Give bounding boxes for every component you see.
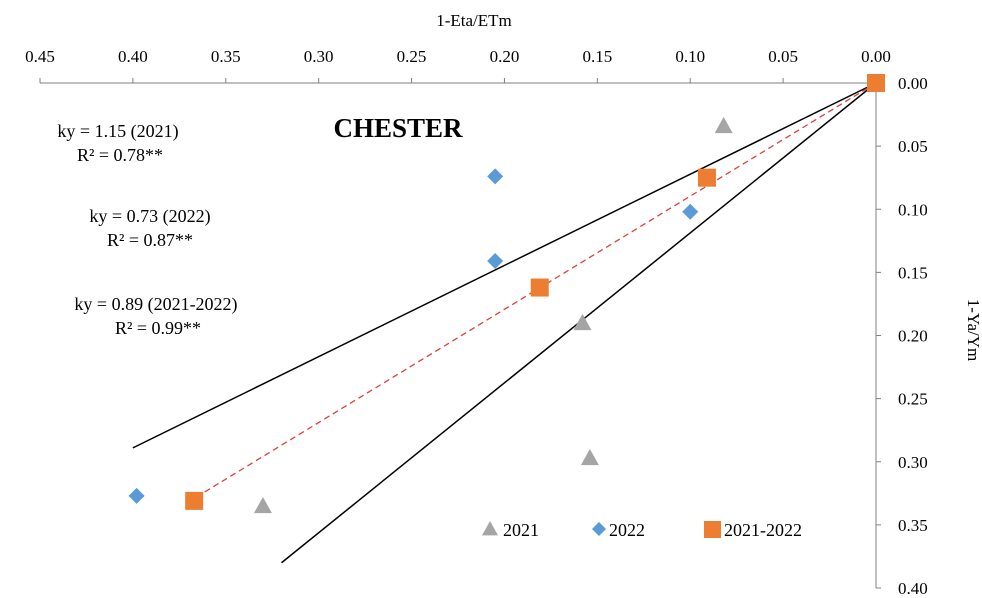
- y-axis: 0.00 0.05 0.10 0.15 0.20 0.25 0.30 0.35 0.40: [875, 74, 928, 598]
- legend-item-2022: 2022: [592, 520, 645, 540]
- data-points: [128, 74, 885, 514]
- x-tick-label: 0.35: [211, 47, 241, 66]
- annotation-2022: ky = 0.73 (2022) R² = 0.87**: [89, 206, 210, 250]
- annotation-r2-2022: R² = 0.87**: [107, 230, 193, 250]
- x-axis-title: 1-Eta/ETm: [436, 11, 512, 30]
- y-tick-label: 0.25: [898, 390, 928, 409]
- y-tick-label: 0.15: [898, 263, 928, 282]
- point-2021: [573, 313, 592, 331]
- point-2021: [580, 448, 599, 466]
- y-tick-label: 0.20: [898, 327, 928, 346]
- y-axis-title: 1-Ya/Ym: [964, 299, 982, 362]
- y-tick-label: 0.35: [898, 516, 928, 535]
- legend-marker-2021: [482, 521, 498, 536]
- x-tick-label: 0.10: [675, 47, 705, 66]
- y-tick-label: 0.00: [898, 74, 928, 93]
- y-tick-label: 0.10: [898, 200, 928, 219]
- y-tick-label: 0.30: [898, 453, 928, 472]
- legend-label-2022: 2022: [609, 520, 645, 540]
- annotation-2021: ky = 1.15 (2021) R² = 0.78**: [57, 121, 178, 165]
- legend-label-2021: 2021: [503, 520, 539, 540]
- legend-marker-2021-2022: [704, 521, 721, 538]
- x-tick-label: 0.20: [490, 47, 520, 66]
- annotation-ky-2022: ky = 0.73 (2022): [89, 206, 210, 227]
- annotation-2021-2022: ky = 0.89 (2021-2022) R² = 0.99**: [74, 294, 237, 338]
- legend-item-2021-2022: 2021-2022: [704, 520, 802, 540]
- annotation-r2-2021: R² = 0.78**: [77, 145, 163, 165]
- point-2021: [714, 116, 733, 134]
- point-2021-2022: [530, 278, 549, 297]
- y-tick-label: 0.40: [898, 579, 928, 598]
- y-tick-label: 0.05: [898, 137, 928, 156]
- point-2022: [128, 487, 145, 504]
- x-tick-label: 0.45: [25, 47, 55, 66]
- trendline-1: [132, 82, 877, 449]
- point-2021-2022: [867, 74, 885, 92]
- x-tick-label: 0.05: [768, 47, 798, 66]
- legend-marker-2022: [592, 522, 606, 536]
- x-tick-label: 0.30: [304, 47, 334, 66]
- legend: 2021 2022 2021-2022: [482, 520, 802, 540]
- trendline-3: [193, 82, 877, 499]
- annotation-ky-2021-2022: ky = 0.89 (2021-2022): [74, 294, 237, 315]
- x-tick-label: 0.00: [861, 47, 891, 66]
- legend-item-2021: 2021: [482, 520, 539, 540]
- annotation-ky-2021: ky = 1.15 (2021): [57, 121, 178, 142]
- x-axis: 0.45 0.40 0.35 0.30 0.25 0.20 0.15 0.10 0.05 0.00: [25, 47, 891, 84]
- x-tick-label: 0.40: [118, 47, 148, 66]
- chart-title: CHESTER: [333, 113, 463, 143]
- point-2021-2022: [185, 491, 204, 510]
- x-tick-label: 0.15: [582, 47, 612, 66]
- annotation-r2-2021-2022: R² = 0.99**: [115, 318, 201, 338]
- legend-label-2021-2022: 2021-2022: [724, 520, 802, 540]
- trendlines: [132, 82, 877, 564]
- point-2022: [487, 253, 504, 270]
- point-2021: [253, 496, 272, 514]
- point-2022: [487, 168, 504, 185]
- point-2021-2022: [697, 168, 716, 187]
- x-tick-label: 0.25: [397, 47, 427, 66]
- point-2022: [682, 203, 699, 220]
